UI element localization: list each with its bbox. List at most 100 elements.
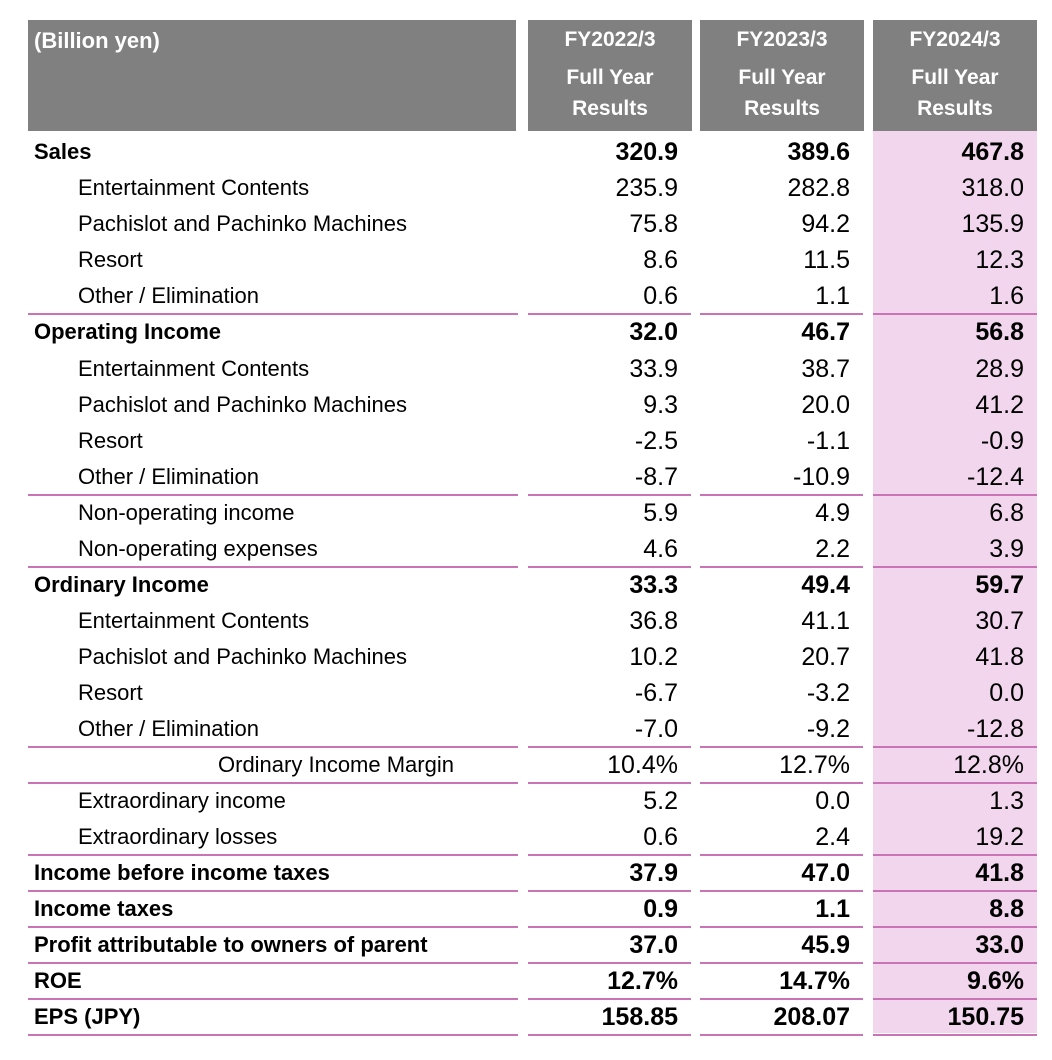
table-row: ROE 12.7% 14.7% 9.6%: [28, 963, 1038, 999]
table-row: Pachislot and Pachinko Machines 10.2 20.7 4…: [28, 639, 1038, 675]
value-cell-fy2023: 11.5: [803, 246, 850, 274]
table-row: Ordinary Income Margin 10.4% 12.7% 12.8%: [28, 747, 1038, 783]
table-row: Income before income taxes 37.9 47.0 41.8: [28, 855, 1038, 891]
column-subtitle: Full Year: [738, 66, 826, 89]
value-cell-fy2022: 32.0: [629, 318, 678, 346]
row-label: ROE: [34, 968, 82, 993]
value-cell-fy2024: 12.8%: [953, 751, 1024, 779]
row-divider: [528, 1034, 691, 1036]
value-cell-fy2022: 10.2: [629, 643, 678, 671]
row-divider: [28, 313, 518, 315]
table-row: Extraordinary losses 0.6 2.4 19.2: [28, 819, 1038, 855]
row-divider: [873, 1034, 1037, 1036]
value-cell-fy2023: 2.2: [815, 535, 850, 563]
table-row: Pachislot and Pachinko Machines 9.3 20.0 41…: [28, 387, 1038, 423]
value-cell-fy2024: 3.9: [989, 535, 1024, 563]
column-subtitle: Full Year: [566, 66, 654, 89]
table-row: EPS (JPY) 158.85 208.07 150.75: [28, 999, 1038, 1035]
row-divider: [873, 998, 1037, 1000]
value-cell-fy2024: 19.2: [975, 823, 1024, 851]
row-label: Entertainment Contents: [78, 356, 310, 381]
row-divider: [873, 494, 1037, 496]
value-cell-fy2024: 0.0: [989, 679, 1024, 707]
table-row: Pachislot and Pachinko Machines 75.8 94.2 1…: [28, 206, 1038, 242]
value-cell-fy2024: 8.8: [989, 895, 1024, 923]
row-label: Non-operating expenses: [78, 536, 318, 561]
value-cell-fy2024: 33.0: [975, 931, 1024, 959]
value-cell-fy2024: 318.0: [961, 174, 1024, 202]
fy2024-highlight-column: [873, 131, 1037, 1033]
value-cell-fy2022: 33.9: [629, 355, 678, 383]
row-divider: [700, 494, 863, 496]
row-divider: [528, 854, 691, 856]
value-cell-fy2022: 8.6: [643, 246, 678, 274]
row-divider: [28, 494, 518, 496]
row-divider: [700, 962, 863, 964]
value-cell-fy2023: 1.1: [815, 282, 850, 310]
table-row: Extraordinary income 5.2 0.0 1.3: [28, 783, 1038, 819]
column-subtitle: Results: [572, 97, 648, 120]
row-divider: [28, 854, 518, 856]
value-cell-fy2023: 282.8: [787, 174, 850, 202]
row-divider: [700, 1034, 863, 1036]
value-cell-fy2023: 20.7: [801, 643, 850, 671]
row-divider: [873, 854, 1037, 856]
row-divider: [873, 890, 1037, 892]
row-divider: [28, 962, 518, 964]
table-row: Resort -2.5 -1.1 -0.9: [28, 423, 1038, 459]
row-divider: [528, 782, 691, 784]
value-cell-fy2023: 4.9: [815, 499, 850, 527]
table-row: Entertainment Contents 36.8 41.1 30.7: [28, 603, 1038, 639]
row-label: Other / Elimination: [78, 464, 259, 489]
value-cell-fy2023: -10.9: [793, 463, 850, 491]
value-cell-fy2024: -12.4: [967, 463, 1024, 491]
row-divider: [700, 746, 863, 748]
value-cell-fy2023: 41.1: [801, 607, 850, 635]
row-divider: [28, 890, 518, 892]
table-row: Resort -6.7 -3.2 0.0: [28, 675, 1038, 711]
row-divider: [28, 782, 518, 784]
value-cell-fy2024: 30.7: [975, 607, 1024, 635]
row-label: Sales: [34, 139, 92, 164]
column-year: FY2023/3: [736, 28, 828, 51]
row-label: Pachislot and Pachinko Machines: [78, 211, 407, 236]
row-divider: [700, 926, 863, 928]
value-cell-fy2022: 37.0: [629, 931, 678, 959]
row-divider: [700, 998, 863, 1000]
row-label: Extraordinary income: [78, 788, 286, 813]
row-divider: [873, 746, 1037, 748]
table-row: Profit attributable to owners of parent 3…: [28, 927, 1038, 963]
header-column-fy2022: FY2022/3 Full Year Results: [528, 20, 692, 131]
value-cell-fy2024: 6.8: [989, 499, 1024, 527]
row-divider: [528, 313, 691, 315]
row-label: Non-operating income: [78, 500, 295, 525]
header-unit-cell: (Billion yen): [28, 20, 516, 131]
value-cell-fy2024: -0.9: [980, 427, 1024, 455]
column-subtitle: Results: [917, 97, 993, 120]
column-subtitle: Full Year: [911, 66, 999, 89]
value-cell-fy2022: 33.3: [629, 571, 678, 599]
row-label: Entertainment Contents: [78, 608, 310, 633]
row-divider: [873, 962, 1037, 964]
value-cell-fy2022: 5.2: [643, 787, 678, 815]
value-cell-fy2023: 14.7%: [779, 967, 850, 995]
value-cell-fy2023: 38.7: [801, 355, 850, 383]
value-cell-fy2024: 135.9: [961, 210, 1024, 238]
value-cell-fy2022: 9.3: [643, 391, 678, 419]
value-cell-fy2024: 41.8: [975, 859, 1024, 887]
row-label: Profit attributable to owners of parent: [34, 932, 428, 957]
row-divider: [28, 926, 518, 928]
value-cell-fy2023: 1.1: [815, 895, 850, 923]
value-cell-fy2024: 41.2: [975, 391, 1024, 419]
row-label: Income taxes: [34, 896, 174, 921]
row-divider: [28, 998, 518, 1000]
row-divider: [28, 566, 518, 568]
table-row: Entertainment Contents 235.9 282.8 318.0: [28, 170, 1038, 206]
value-cell-fy2022: 36.8: [629, 607, 678, 635]
row-divider: [528, 746, 691, 748]
value-cell-fy2023: 94.2: [801, 210, 850, 238]
header-column-fy2024: FY2024/3 Full Year Results: [873, 20, 1037, 131]
table-row: Non-operating expenses 4.6 2.2 3.9: [28, 531, 1038, 567]
value-cell-fy2022: 5.9: [643, 499, 678, 527]
row-label: Entertainment Contents: [78, 175, 310, 200]
